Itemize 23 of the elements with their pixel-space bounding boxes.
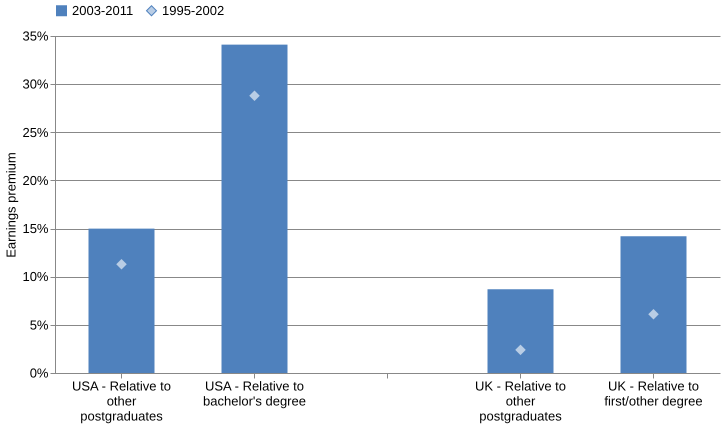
bar — [88, 228, 154, 373]
point — [116, 258, 127, 270]
point — [249, 90, 260, 101]
bar — [488, 289, 554, 373]
x-tick-label: UK - Relative to other postgraduates — [474, 378, 566, 424]
legend-label: 2003-2011 — [72, 2, 134, 18]
x-tick-label: USA - Relative to other postgraduates — [72, 378, 171, 424]
point — [515, 344, 526, 356]
bar — [222, 44, 288, 373]
y-tick-label: 0% — [30, 366, 49, 380]
y-tick-label: 20% — [22, 172, 49, 188]
x-tick-label: USA - Relative to bachelor's degree — [203, 378, 306, 408]
y-tick-label: 25% — [22, 124, 49, 140]
y-tick-label: 30% — [22, 76, 49, 92]
y-tick-label: 10% — [22, 269, 49, 284]
point — [648, 309, 659, 320]
y-axis-title: Earnings premium — [3, 152, 18, 258]
y-tick-label: 15% — [22, 221, 49, 236]
bar — [620, 236, 686, 373]
x-tick-label: UK - Relative to first/other degree — [604, 378, 703, 408]
y-tick-label: 5% — [30, 317, 49, 332]
y-tick-label: 35% — [22, 28, 49, 44]
legend-label: 1995-2002 — [162, 2, 224, 18]
